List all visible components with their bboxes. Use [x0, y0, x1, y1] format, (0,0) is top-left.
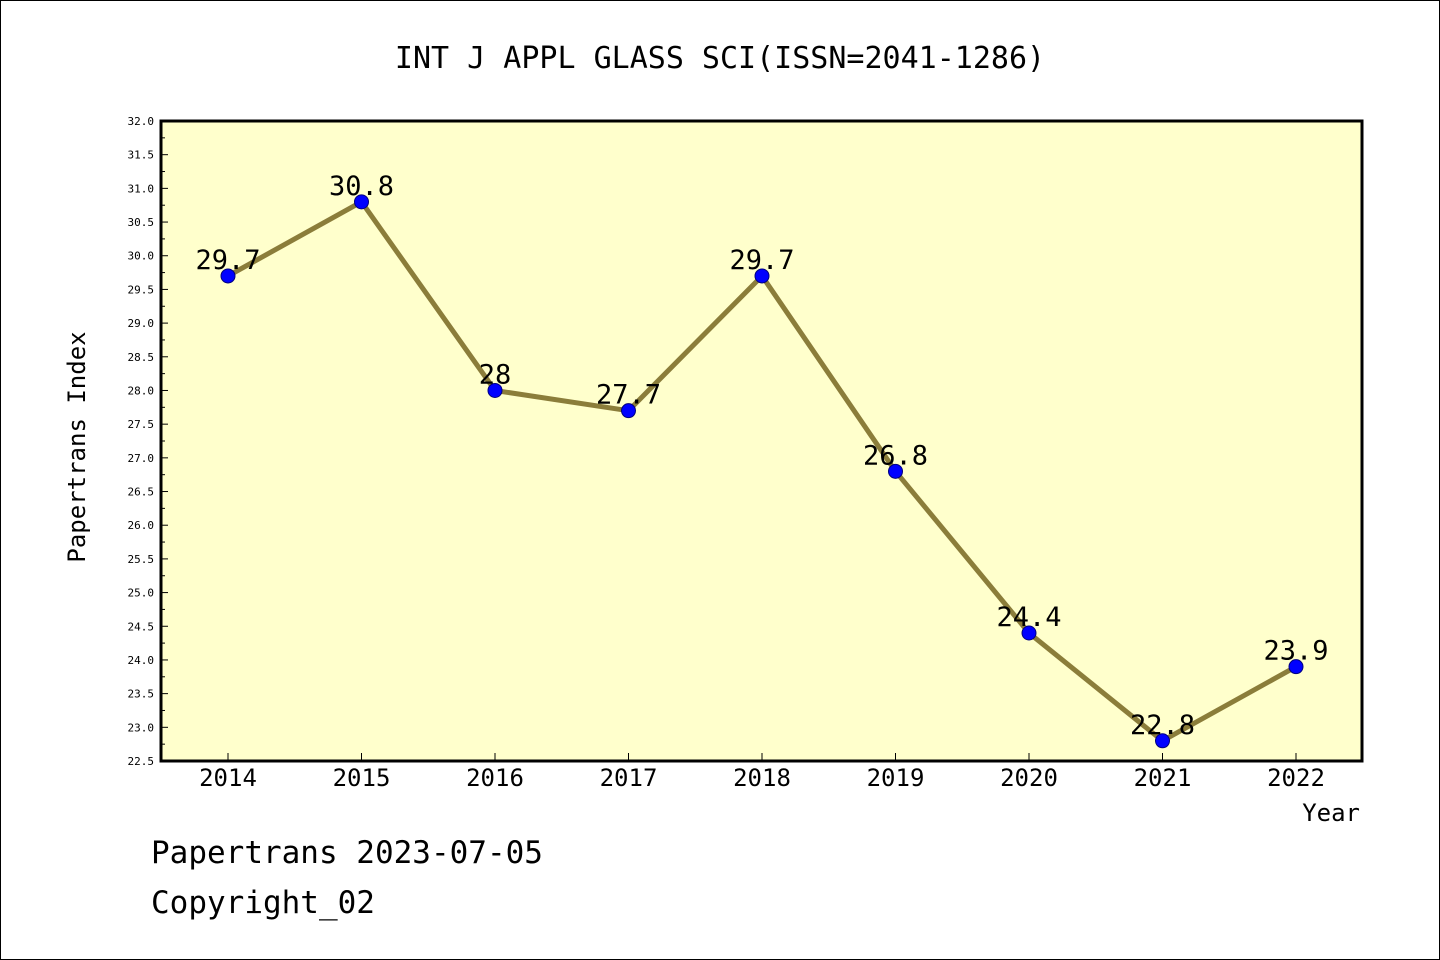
data-label: 30.8	[329, 171, 394, 202]
x-tick-label: 2016	[466, 764, 524, 792]
x-tick-label: 2021	[1134, 764, 1192, 792]
y-tick-label: 26.0	[128, 519, 155, 532]
data-point-marker	[354, 194, 369, 210]
y-axis: 22.5 23.0 23.5 24.0 24.5 25.0 25.5 26.0 26.5 27.0…	[128, 115, 168, 768]
data-label: 22.8	[1130, 710, 1195, 741]
data-point-marker	[220, 268, 236, 284]
y-tick-label: 22.5	[128, 755, 155, 768]
data-label: 28	[479, 359, 512, 390]
data-point-marker	[754, 268, 770, 284]
y-tick-label: 28.5	[128, 351, 155, 364]
y-tick-label: 24.5	[128, 620, 155, 633]
x-tick-label: 2018	[733, 764, 791, 792]
y-tick-label: 24.0	[128, 654, 155, 667]
y-tick-label: 29.0	[128, 317, 155, 330]
y-tick-label: 30.5	[128, 216, 155, 229]
y-tick-label: 27.5	[128, 418, 155, 431]
data-label: 27.7	[596, 380, 661, 411]
data-point-marker	[621, 403, 636, 419]
x-tick-label: 2022	[1267, 764, 1325, 792]
data-point-marker	[1021, 625, 1037, 641]
y-tick-label: 23.0	[128, 721, 155, 734]
y-tick-label: 32.0	[128, 115, 155, 128]
data-point-marker	[888, 463, 903, 479]
y-tick-label: 28.0	[128, 384, 155, 397]
footer-copyright: Copyright_02	[151, 885, 375, 921]
chart-title: INT J APPL GLASS SCI(ISSN=2041-1286)	[395, 41, 1045, 76]
y-tick-label: 23.5	[128, 688, 155, 701]
y-tick-label: 26.5	[128, 486, 155, 499]
data-labels: 29.7 30.8 28 27.7 29.7 26.8 24.4 22.8 23.9	[195, 171, 1328, 741]
x-tick-label: 2015	[333, 764, 391, 792]
data-label: 29.7	[729, 245, 794, 276]
x-axis-label: Year	[1302, 799, 1360, 827]
x-tick-label: 2020	[1000, 764, 1058, 792]
x-tick-label: 2017	[600, 764, 658, 792]
data-label: 24.4	[996, 602, 1061, 633]
y-tick-label: 30.0	[128, 250, 155, 263]
y-tick-label: 31.5	[128, 149, 155, 162]
y-tick-label: 29.5	[128, 283, 155, 296]
y-tick-label: 31.0	[128, 182, 155, 195]
footer-date: Papertrans 2023-07-05	[151, 835, 543, 871]
plot-area	[159, 119, 1364, 763]
y-tick-label: 25.0	[128, 587, 155, 600]
data-point-marker	[1288, 659, 1304, 675]
y-tick-label: 27.0	[128, 452, 155, 465]
data-point-marker	[1155, 733, 1170, 749]
x-tick-label: 2014	[199, 764, 257, 792]
y-axis-label: Papertrans Index	[63, 331, 91, 562]
series-line	[220, 194, 1304, 749]
x-axis: 2014 2015 2016 2017 2018 2019 2020 2021 2022	[199, 753, 1325, 792]
data-label: 26.8	[863, 440, 928, 471]
x-tick-label: 2019	[867, 764, 925, 792]
y-tick-label: 25.5	[128, 553, 155, 566]
data-label: 23.9	[1263, 636, 1328, 667]
data-label: 29.7	[195, 245, 260, 276]
data-point-marker	[487, 382, 503, 398]
